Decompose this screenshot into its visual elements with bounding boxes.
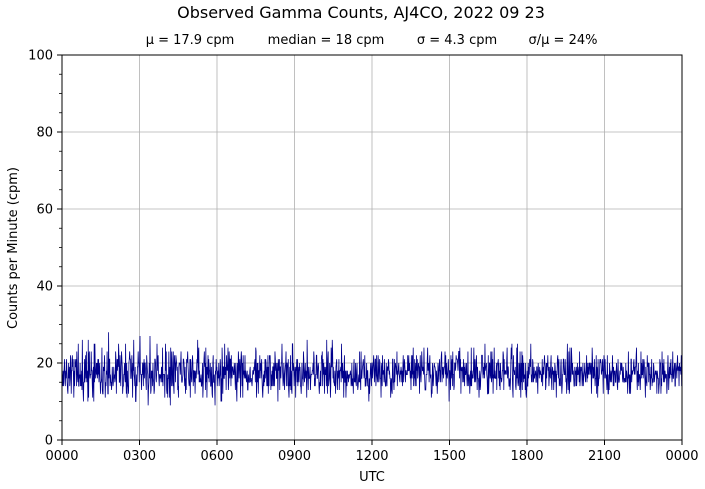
- x-tick-label-8: 0000: [665, 449, 698, 464]
- x-tick-label-1: 0300: [123, 449, 156, 464]
- x-tick-label-5: 1500: [433, 449, 466, 464]
- series-layer: [61, 332, 683, 406]
- chart-title: Observed Gamma Counts, AJ4CO, 2022 09 23: [177, 3, 545, 22]
- x-tick-label-0: 0000: [45, 449, 78, 464]
- series-line-0: [61, 332, 683, 406]
- x-tick-label-3: 0900: [278, 449, 311, 464]
- tick-labels: 0000 0300 0600 0900 1200 1500 1800 2100 00000204…: [28, 49, 698, 465]
- y-axis-label: Counts per Minute (cpm): [6, 167, 21, 329]
- y-tick-label-3: 60: [36, 203, 53, 218]
- y-tick-label-5: 100: [28, 49, 53, 64]
- x-tick-label-2: 0600: [200, 449, 233, 464]
- x-tick-label-6: 1800: [510, 449, 543, 464]
- stat-mean: μ = 17.9 cpm: [146, 33, 235, 48]
- x-tick-label-4: 1200: [355, 449, 388, 464]
- y-tick-label-4: 80: [36, 126, 53, 141]
- x-tick-label-7: 2100: [588, 449, 621, 464]
- stat-cv: σ/μ = 24%: [529, 33, 598, 48]
- x-axis-label: UTC: [359, 470, 385, 485]
- grid-lines: [61, 54, 683, 441]
- y-tick-label-1: 20: [36, 357, 53, 372]
- tick-marks: [57, 54, 683, 445]
- y-tick-label-2: 40: [36, 280, 53, 295]
- stat-stddev: σ = 4.3 cpm: [417, 33, 497, 48]
- y-tick-label-0: 0: [45, 434, 53, 449]
- stat-median: median = 18 cpm: [268, 33, 385, 48]
